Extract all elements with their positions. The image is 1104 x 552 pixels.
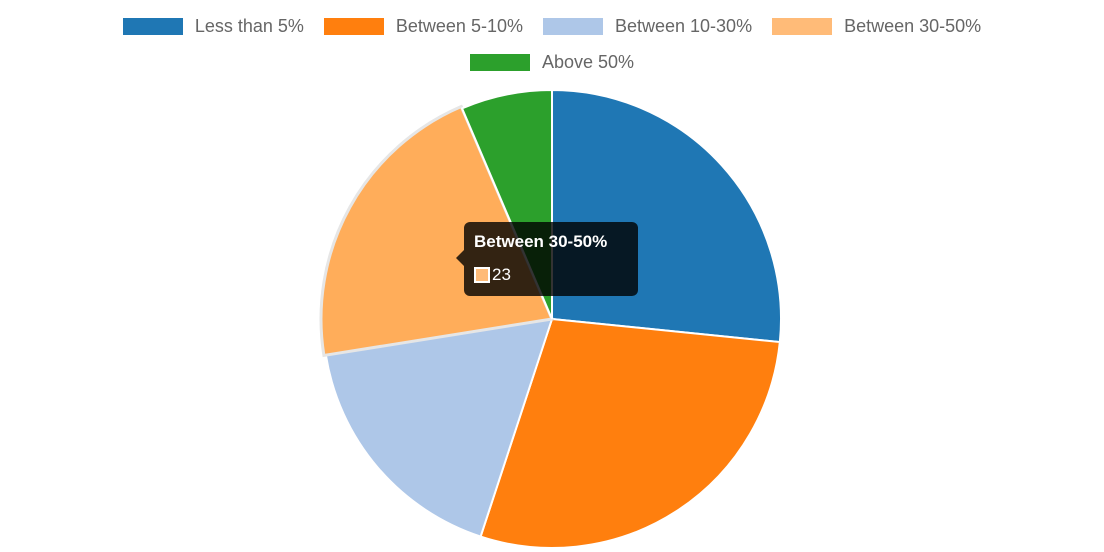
tooltip-value: 23: [492, 265, 511, 284]
tooltip-caret: [456, 250, 464, 266]
legend-swatch: [772, 17, 833, 35]
legend-item-less-than-5[interactable]: Less than 5%: [122, 15, 304, 37]
legend-swatch: [542, 17, 603, 35]
tooltip-color-swatch: [474, 267, 490, 283]
legend-row-1: Less than 5% Between 5-10% Between 10-30…: [0, 10, 1104, 42]
chart-tooltip: Between 30-50% 23: [456, 222, 638, 296]
legend-item-between-5-10[interactable]: Between 5-10%: [323, 15, 523, 37]
legend-swatch: [469, 53, 530, 71]
legend-label: Above 50%: [541, 51, 635, 72]
pie-slice-between-10-30[interactable]: [324, 317, 554, 538]
legend-swatch: [323, 17, 384, 35]
legend-label: Between 5-10%: [395, 15, 523, 36]
legend-label: Between 10-30%: [614, 15, 753, 36]
chart-legend: Less than 5% Between 5-10% Between 10-30…: [0, 10, 1104, 82]
legend-label: Between 30-50%: [844, 15, 982, 36]
pie-slice-between-5-10[interactable]: [479, 317, 781, 549]
legend-item-above-50[interactable]: Above 50%: [469, 51, 635, 73]
legend-item-between-30-50[interactable]: Between 30-50%: [772, 16, 981, 37]
tooltip-title: Between 30-50%: [474, 232, 608, 251]
legend-item-between-10-30[interactable]: Between 10-30%: [542, 15, 753, 37]
tooltip-body: 23: [474, 265, 628, 285]
pie-slice-less-than-5[interactable]: [551, 88, 782, 344]
legend-swatch: [122, 17, 183, 35]
legend-label: Less than 5%: [194, 15, 304, 36]
legend-row-2: Above 50%: [0, 46, 1104, 78]
